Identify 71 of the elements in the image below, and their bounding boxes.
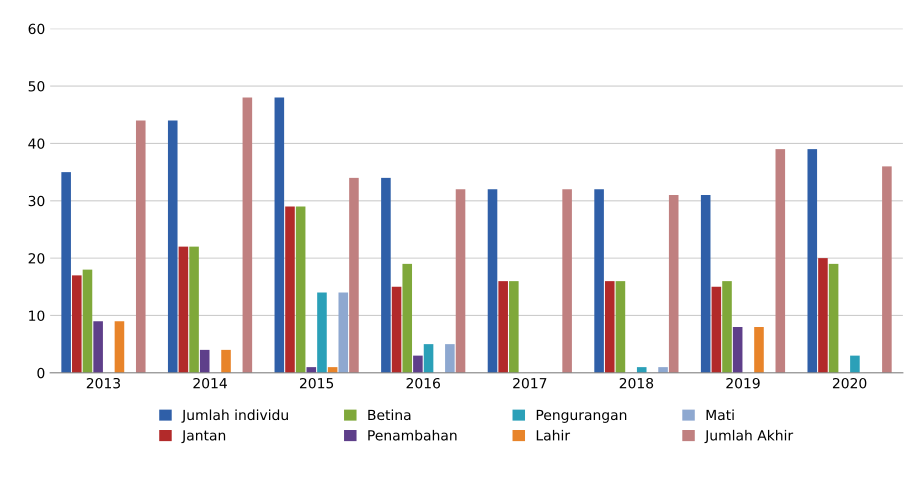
bar: [93, 321, 103, 373]
bar: [594, 189, 604, 373]
bar: [850, 356, 860, 373]
bar: [562, 189, 572, 373]
x-tick-label: 2015: [300, 378, 334, 388]
bar: [317, 292, 327, 373]
bar: [712, 286, 722, 373]
bar: [700, 195, 710, 373]
bar: [754, 326, 764, 373]
legend-label: Jumlah individu: [181, 409, 288, 423]
bar: [221, 350, 231, 373]
legend-label: Jantan: [181, 430, 226, 444]
bar: [381, 178, 391, 373]
bar: [509, 281, 519, 373]
x-tick-label: 2017: [513, 378, 546, 388]
y-tick-label: 40: [28, 138, 44, 149]
bar: [200, 350, 210, 373]
bar: [776, 149, 786, 373]
bar: [306, 367, 316, 373]
legend-label: Jumlah Akhir: [704, 430, 794, 444]
bar: [274, 98, 284, 373]
bar: [732, 326, 742, 373]
bar: [456, 189, 466, 373]
x-tick-label: 2020: [832, 378, 866, 388]
bar: [488, 189, 498, 373]
bar: [445, 344, 455, 373]
bar: [616, 281, 626, 373]
bar: [328, 367, 338, 373]
bar: [722, 281, 732, 373]
x-tick-label: 2019: [726, 378, 760, 388]
bar: [424, 344, 434, 373]
legend-label: Pengurangan: [536, 410, 626, 423]
x-tick-label: 2016: [406, 378, 440, 388]
bar: [338, 292, 348, 373]
bar: [296, 206, 306, 373]
y-tick-label: 50: [28, 81, 44, 92]
bar: [72, 275, 82, 373]
bar: [136, 120, 146, 373]
bar: [882, 166, 892, 373]
x-tick-label: 2013: [86, 378, 120, 388]
bar: [178, 246, 188, 373]
bar: [636, 367, 647, 373]
bar: [349, 178, 359, 373]
bar: [604, 281, 615, 373]
x-tick-label: 2014: [193, 378, 227, 388]
bar: [807, 149, 818, 373]
y-tick-label: 0: [37, 368, 44, 378]
bar: [114, 321, 124, 373]
bar: [818, 258, 828, 373]
bar: [668, 195, 679, 373]
bar: [392, 286, 402, 373]
bar: [61, 172, 71, 373]
bar: [402, 264, 412, 373]
bar: [658, 367, 668, 373]
bar: [828, 264, 838, 373]
legend-label: Penambahan: [368, 430, 456, 441]
legend-label: Lahir: [536, 430, 570, 441]
y-tick-label: 20: [28, 253, 44, 264]
bar: [285, 206, 295, 373]
bar: [413, 356, 423, 373]
bar: [189, 246, 199, 373]
y-tick-label: 60: [28, 24, 44, 34]
bar: [242, 98, 252, 373]
legend-label: Mati: [706, 409, 734, 420]
bar: [82, 270, 92, 373]
y-tick-label: 10: [29, 310, 44, 321]
legend-label: Betina: [368, 409, 410, 420]
y-tick-label: 30: [28, 196, 44, 206]
bar: [498, 281, 508, 373]
x-tick-label: 2018: [620, 378, 654, 388]
bar: [168, 120, 178, 373]
